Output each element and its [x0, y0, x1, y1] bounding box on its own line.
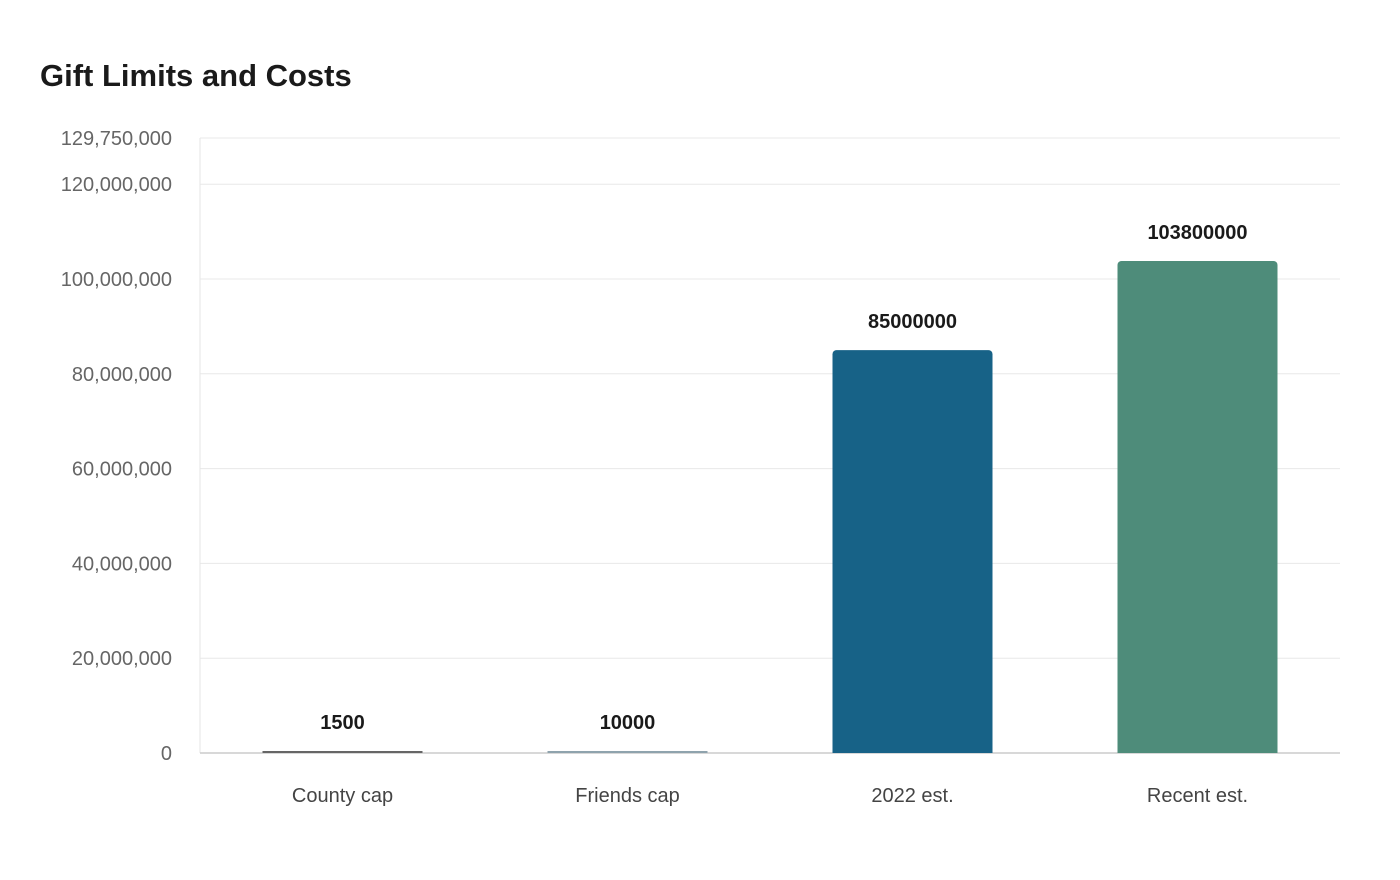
chart-title: Gift Limits and Costs	[40, 58, 352, 93]
y-tick-label: 40,000,000	[72, 553, 172, 575]
data-label: 103800000	[1147, 222, 1247, 244]
x-category-label: County cap	[292, 785, 393, 807]
grid-lines	[200, 137, 1340, 659]
bar-base	[832, 747, 993, 753]
bars	[262, 261, 1278, 753]
data-label: 85000000	[868, 311, 957, 333]
data-label: 1500	[320, 712, 365, 734]
y-axis-ticks: 0 20,000,000 40,000,000 60,000,000 80,000,00…	[61, 128, 172, 765]
x-category-label: Friends cap	[575, 785, 680, 807]
bar-base	[1117, 747, 1278, 753]
y-tick-label: 129,750,000	[61, 128, 172, 150]
y-tick-label: 0	[161, 743, 172, 765]
y-tick-label: 120,000,000	[61, 174, 172, 196]
y-tick-label: 80,000,000	[72, 364, 172, 386]
y-tick-label: 60,000,000	[72, 459, 172, 481]
bar-2022-est	[832, 350, 993, 753]
x-axis-categories: County cap Friends cap 2022 est. Recent est…	[292, 785, 1248, 807]
y-tick-label: 100,000,000	[61, 269, 172, 291]
data-label: 10000	[600, 712, 656, 734]
data-labels: 1500 10000 85000000 103800000	[320, 222, 1247, 734]
y-tick-label: 20,000,000	[72, 648, 172, 670]
bar-friends-cap	[547, 751, 708, 753]
x-category-label: 2022 est.	[871, 785, 953, 807]
x-category-label: Recent est.	[1147, 785, 1248, 807]
bar-recent-est	[1117, 261, 1278, 753]
bar-county-cap	[262, 751, 423, 753]
